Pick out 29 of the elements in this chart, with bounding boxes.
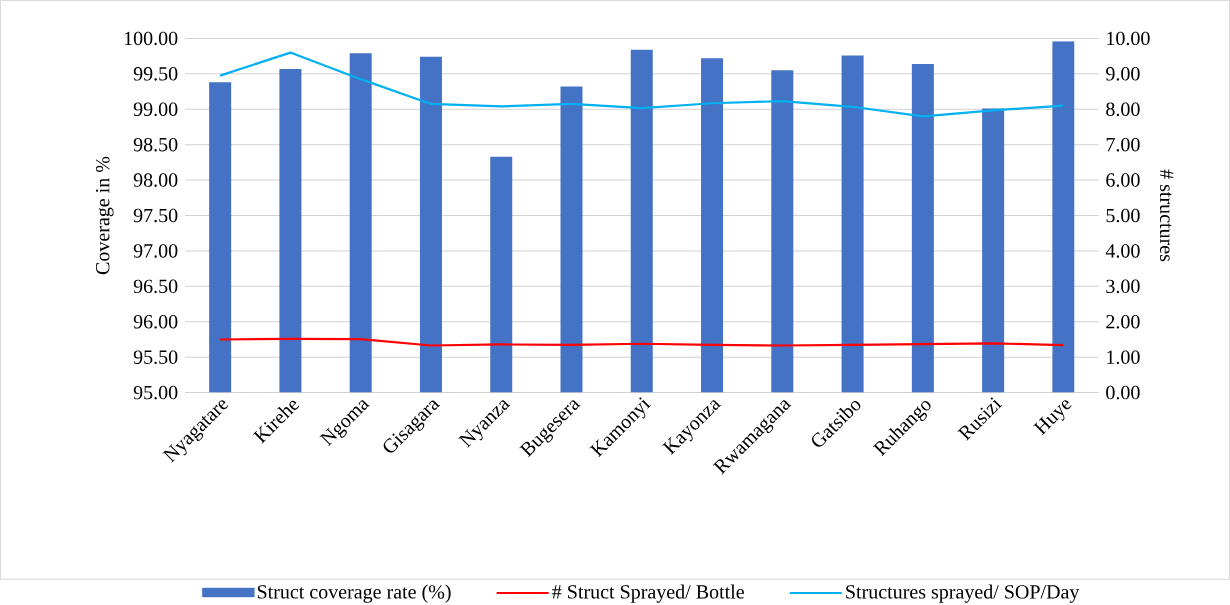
y-tick-label: 97.00 [133, 243, 178, 258]
y2-tick-label: 8.00 [1106, 102, 1140, 116]
y-tick-label: 100.00 [124, 31, 178, 45]
y-tick-label: 98.00 [133, 173, 178, 187]
y2-tick-label: 6.00 [1106, 173, 1140, 187]
line-series [219, 337, 1065, 347]
y2-tick-label: 0.00 [1106, 385, 1140, 400]
y2-tick-label: 5.00 [1106, 208, 1140, 223]
y-tick-label: 96.50 [133, 279, 178, 293]
y2-tick-label: 1.00 [1107, 350, 1140, 364]
y-tick-label: 99.50 [133, 66, 178, 81]
y-tick-label: 99.00 [133, 102, 178, 116]
y-tick-label: 95.00 [133, 385, 178, 400]
y-axis-title: Coverage in % [95, 156, 114, 274]
y2-tick-label: 9.00 [1106, 66, 1140, 81]
legend-label: Struct coverage rate (%) [257, 584, 451, 603]
y2-tick-label: 7.00 [1106, 137, 1140, 152]
y2-tick-label: 3.00 [1106, 279, 1140, 293]
y-tick-label: 98.50 [133, 137, 178, 152]
y2-tick-label: 4.00 [1105, 243, 1140, 258]
y2-tick-label: 2.00 [1106, 314, 1140, 329]
y-tick-label: 96.00 [133, 314, 178, 329]
y-tick-label: 95.50 [133, 350, 178, 364]
legend-label: # Struct Sprayed/ Bottle [552, 584, 744, 603]
y-tick-label: 97.50 [133, 208, 178, 223]
line-series [219, 51, 1065, 118]
y2-tick-label: 10.00 [1107, 31, 1150, 45]
legend-label: Structures sprayed/ SOP/Day [846, 584, 1080, 603]
y2-axis-title: # structures [1159, 169, 1174, 261]
